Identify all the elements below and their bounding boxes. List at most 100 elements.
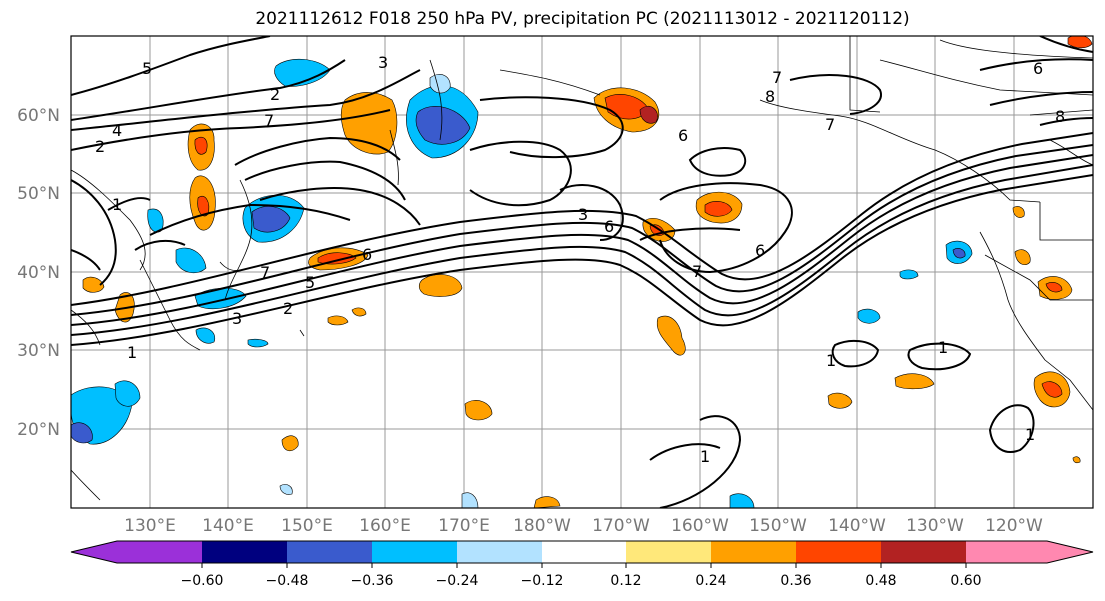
contour-labels: 4 2 1 3 5 2 7 3 6 7 7 6 8 7 6 6 1 1 1 1 … [95, 53, 1065, 466]
precip-blob [857, 308, 881, 324]
contour-label: 5 [142, 59, 152, 78]
lon-label: 150°E [281, 516, 333, 536]
precip-blob [327, 315, 349, 326]
precip-blob [729, 493, 755, 508]
lon-label: 160°E [359, 516, 411, 536]
lon-label: 180°W [513, 516, 571, 536]
lat-label: 50°N [17, 184, 60, 204]
lon-label: 140°W [828, 516, 886, 536]
contour-label: 1 [127, 343, 137, 362]
contour-label: 7 [692, 262, 702, 281]
colorbar-tick-label: 0.36 [780, 573, 811, 589]
lon-labels: 130°E 140°E 150°E 160°E 170°E 180°W 170°… [124, 516, 1043, 536]
precip-blob [899, 269, 919, 280]
colorbar-cell [71, 541, 202, 563]
colorbar-cell [966, 541, 1093, 563]
precip-blob [251, 206, 291, 233]
precip-blob [952, 248, 966, 259]
contour-label: 6 [755, 241, 765, 260]
precip-blob [1014, 249, 1031, 265]
precip-blob [1045, 282, 1063, 293]
map-border [70, 35, 1094, 509]
precip-blob [533, 496, 561, 508]
colorbar-tick-label: −0.48 [266, 573, 309, 589]
colorbar-cell [202, 541, 287, 563]
colorbar-tick-label: 0.24 [695, 573, 726, 589]
lat-label: 20°N [17, 420, 60, 440]
gridlines [71, 36, 1093, 508]
contour-label: 1 [826, 351, 836, 370]
colorbar-cell [881, 541, 966, 563]
precip-blob [114, 380, 141, 407]
colorbar-cell [626, 541, 711, 563]
lon-label: 130°E [124, 516, 176, 536]
colorbar-tick-marks [201, 563, 967, 568]
contour-label: 2 [283, 299, 293, 318]
precip-blob [415, 106, 471, 145]
contour-label: 8 [765, 87, 775, 106]
contour-label: 3 [232, 309, 242, 328]
precip-blob [418, 274, 463, 297]
colorbar-tick-label: −0.36 [351, 573, 394, 589]
colorbar-tick-label: 0.48 [865, 573, 896, 589]
colorbar-outline [70, 540, 1094, 564]
colorbar-tick-labels: −0.60 −0.48 −0.36 −0.24 −0.12 0.12 0.24 … [181, 573, 982, 589]
lat-label: 60°N [17, 106, 60, 126]
contour-label: 2 [270, 85, 280, 104]
precip-blob [1041, 381, 1063, 398]
contour-label: 2 [95, 137, 105, 156]
precip-blob [827, 392, 853, 409]
contour-label: 7 [772, 68, 782, 87]
precip-blob [1067, 36, 1093, 49]
colorbar-cell [372, 541, 457, 563]
precip-blob [175, 247, 207, 274]
lon-label: 170°E [438, 516, 490, 536]
precip-blob [247, 338, 269, 348]
contour-label: 3 [378, 53, 388, 72]
precip-blob [279, 484, 293, 495]
contour-label: 7 [264, 111, 274, 130]
precip-blob [656, 315, 686, 356]
precip-blob [894, 373, 935, 390]
precip-blob [639, 105, 658, 124]
contour-label: 3 [578, 205, 588, 224]
precip-blob [1072, 456, 1081, 464]
precip-blob [351, 307, 367, 317]
precip-blob [274, 58, 331, 87]
colorbar-tick-label: −0.60 [181, 573, 224, 589]
colorbar-cell [796, 541, 881, 563]
lon-label: 120°W [985, 516, 1043, 536]
precip-blob [340, 92, 398, 155]
colorbar: −0.60 −0.48 −0.36 −0.24 −0.12 0.12 0.24 … [70, 540, 1094, 589]
precip-blob [704, 201, 733, 217]
contour-label: 1 [1025, 425, 1035, 444]
precip-blob [82, 276, 105, 293]
contour-label: 6 [678, 126, 688, 145]
precip-blob [71, 422, 93, 444]
lat-labels: 60°N 50°N 40°N 30°N 20°N [17, 106, 60, 440]
contour-label: 1 [112, 195, 122, 214]
contour-label: 6 [362, 245, 372, 264]
precip-blob [281, 435, 299, 452]
map-title: 2021112612 F018 250 hPa PV, precipitatio… [255, 9, 910, 29]
pv-contours [71, 36, 1093, 508]
colorbar-cell [542, 541, 626, 563]
precip-blob [461, 492, 479, 508]
contour-label: 8 [1055, 107, 1065, 126]
precip-blob [429, 74, 451, 94]
colorbar-tick-label: −0.12 [521, 573, 564, 589]
precip-blob [195, 327, 216, 344]
colorbar-tick-label: −0.24 [436, 573, 479, 589]
lon-label: 140°E [202, 516, 254, 536]
precip-blob [194, 136, 208, 155]
colorbar-tick-label: 0.12 [610, 573, 641, 589]
coastlines [71, 36, 1093, 501]
lon-label: 160°W [671, 516, 729, 536]
contour-label: 7 [260, 263, 270, 282]
contour-label: 6 [604, 217, 614, 236]
precip-blob [1012, 206, 1025, 218]
lat-label: 30°N [17, 341, 60, 361]
lon-label: 170°W [592, 516, 650, 536]
lon-label: 150°W [749, 516, 807, 536]
